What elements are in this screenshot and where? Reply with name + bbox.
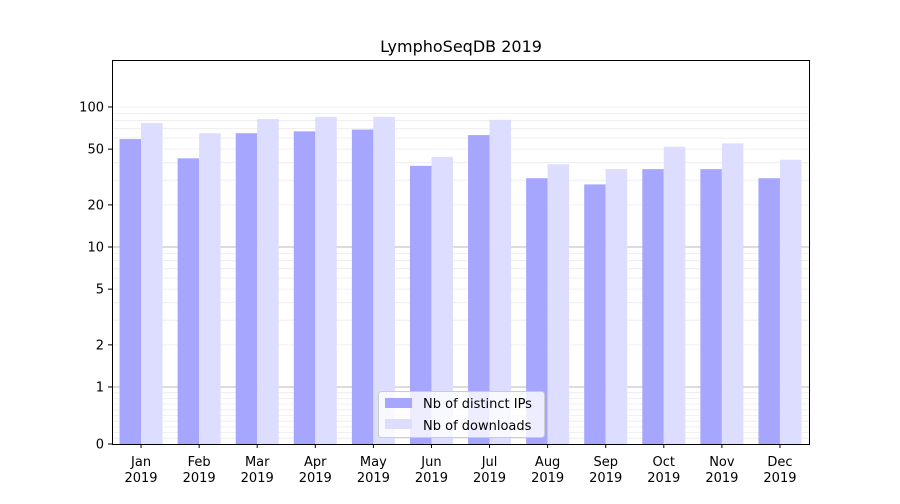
x-tick-label-month: Jul — [481, 455, 498, 470]
x-axis: Jan2019Feb2019Mar2019Apr2019May2019Jun20… — [124, 444, 797, 486]
x-tick-label-year: 2019 — [183, 471, 216, 486]
x-tick-label-month: Jan — [130, 455, 151, 470]
bar-downloads — [605, 169, 628, 444]
x-tick-label-year: 2019 — [531, 471, 564, 486]
x-tick-label-month: May — [360, 455, 387, 470]
legend-label-ips: Nb of distinct IPs — [423, 397, 532, 412]
x-tick-label-year: 2019 — [415, 471, 448, 486]
x-tick-label-year: 2019 — [241, 471, 274, 486]
bar-downloads — [315, 116, 337, 444]
x-tick-label-month: Sep — [593, 455, 618, 470]
bar-downloads — [663, 146, 686, 445]
x-tick-label-month: Aug — [535, 455, 560, 470]
bar-distinct-ips — [526, 178, 548, 445]
y-tick-label: 100 — [79, 101, 104, 116]
bar-distinct-ips — [700, 169, 722, 444]
bar-downloads — [489, 119, 512, 444]
bar-distinct-ips — [351, 129, 374, 444]
x-tick-label-month: Jun — [420, 455, 441, 470]
bar-distinct-ips — [468, 135, 490, 444]
bar-distinct-ips — [758, 178, 780, 445]
bar-downloads — [373, 116, 395, 444]
bars — [119, 116, 802, 445]
legend-swatch-ips — [385, 398, 412, 408]
bar-downloads — [547, 164, 570, 444]
x-tick-label-month: Apr — [304, 455, 327, 470]
bar-downloads — [199, 133, 221, 444]
y-axis: 0 1 2 5 10 20 50 100 — [79, 101, 112, 453]
legend-frame — [378, 391, 545, 438]
plot-frame — [112, 60, 810, 445]
x-tick-label-year: 2019 — [473, 471, 506, 486]
bar-distinct-ips — [119, 139, 142, 444]
x-tick-label-year: 2019 — [705, 471, 738, 486]
grid-lines — [112, 106, 809, 439]
x-tick-label-year: 2019 — [124, 471, 157, 486]
bar-downloads — [431, 156, 453, 444]
x-tick-label-month: Oct — [653, 455, 675, 470]
bar-distinct-ips — [235, 133, 258, 444]
bar-distinct-ips — [584, 184, 606, 444]
bar-downloads — [141, 122, 163, 444]
legend-swatch-downloads — [385, 419, 412, 429]
bar-downloads — [257, 119, 279, 444]
y-tick-label: 0 — [96, 438, 104, 453]
x-tick-label-year: 2019 — [299, 471, 332, 486]
bar-distinct-ips — [409, 165, 432, 444]
x-tick-label-month: Nov — [709, 455, 735, 470]
bar-distinct-ips — [293, 131, 316, 444]
y-tick-label: 50 — [87, 143, 104, 158]
bar-downloads — [779, 159, 802, 444]
bar-distinct-ips — [177, 158, 200, 444]
y-tick-label: 5 — [96, 283, 104, 298]
chart-title: LymphoSeqDB 2019 — [380, 37, 542, 56]
x-tick-label-year: 2019 — [357, 471, 390, 486]
x-tick-label-year: 2019 — [647, 471, 680, 486]
bar-downloads — [721, 143, 744, 444]
bar-distinct-ips — [642, 169, 664, 444]
y-tick-label: 2 — [96, 338, 104, 353]
x-tick-label-month: Mar — [245, 455, 270, 470]
legend-label-downloads: Nb of downloads — [423, 419, 532, 434]
x-tick-label-year: 2019 — [589, 471, 622, 486]
y-tick-label: 1 — [96, 381, 104, 396]
y-tick-label: 20 — [87, 198, 104, 213]
legend: Nb of distinct IPs Nb of downloads — [378, 391, 545, 438]
y-tick-label: 10 — [87, 241, 104, 256]
x-tick-label-month: Feb — [188, 455, 211, 470]
x-tick-label-month: Dec — [767, 455, 792, 470]
x-tick-label-year: 2019 — [763, 471, 796, 486]
